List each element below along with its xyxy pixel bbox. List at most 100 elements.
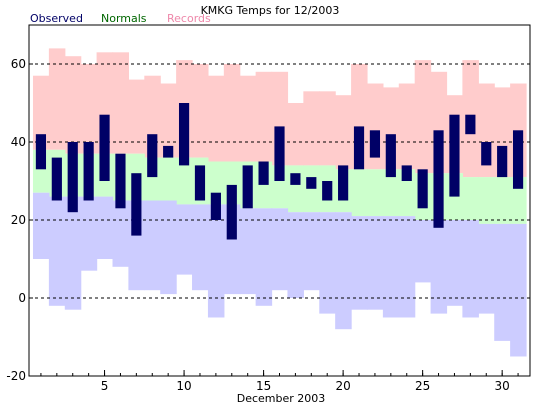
y-tick-label-60: 60 [11, 57, 26, 71]
normal-bar-day-17 [287, 165, 304, 213]
record-high-bar-day-13 [223, 64, 241, 162]
observed-bar-day-27 [449, 114, 460, 197]
record-low-bar-day-21 [351, 216, 368, 310]
observed-bar-day-14 [242, 165, 253, 209]
record-low-bar-day-3 [64, 196, 82, 310]
record-low-bar-day-25 [414, 220, 432, 283]
record-low-bar-day-5 [96, 196, 114, 259]
observed-bar-day-18 [306, 177, 317, 189]
normal-bar-day-23 [382, 169, 400, 217]
record-low-bar-day-9 [160, 200, 177, 295]
observed-bar-day-9 [163, 145, 174, 158]
normal-bar-day-22 [366, 169, 384, 217]
record-low-bar-day-29 [478, 223, 495, 314]
y-tick-label-20: 20 [11, 213, 26, 227]
normal-bar-day-30 [494, 177, 511, 224]
record-high-bar-day-3 [64, 56, 82, 154]
record-low-bar-day-17 [287, 212, 304, 298]
normal-bar-day-28 [462, 177, 479, 220]
observed-bar-day-21 [353, 126, 365, 170]
record-low-bar-day-2 [48, 196, 66, 306]
x-axis: 5 10 15 20 25 30 [40, 370, 519, 393]
observed-bar-day-28 [465, 114, 476, 135]
legend: Observed Normals Records [30, 12, 211, 25]
legend-entry-records: Records [167, 12, 211, 25]
record-high-bar-day-15 [255, 71, 273, 162]
record-low-bar-day-14 [239, 208, 257, 295]
record-low-bar-day-15 [255, 208, 273, 306]
observed-bar-day-8 [147, 134, 158, 178]
observed-bar-day-23 [385, 134, 396, 178]
x-tick-label-20: 20 [335, 379, 350, 393]
observed-bar-day-17 [290, 173, 301, 185]
normal-bar-day-10 [176, 157, 193, 205]
record-high-bar-day-19 [319, 91, 336, 166]
x-axis-title: December 2003 [237, 392, 326, 405]
record-low-bars [32, 192, 527, 357]
observed-bar-day-15 [258, 161, 269, 185]
record-high-bar-day-6 [112, 52, 130, 154]
observed-bar-day-6 [115, 153, 126, 209]
record-high-bar-day-18 [303, 91, 320, 166]
record-high-bar-day-9 [160, 83, 177, 158]
y-tick-label-40: 40 [11, 135, 26, 149]
record-low-bar-day-12 [207, 204, 225, 318]
chart-title: KMKG Temps for 12/2003 [201, 4, 340, 17]
record-high-bar-day-24 [398, 83, 416, 170]
observed-bar-day-4 [83, 142, 94, 201]
observed-bar-day-1 [35, 134, 47, 170]
observed-bar-day-16 [274, 126, 285, 181]
observed-bar-day-29 [481, 142, 492, 166]
legend-entry-observed: Observed [30, 12, 83, 25]
record-low-bar-day-26 [430, 220, 448, 314]
observed-bar-day-10 [178, 103, 190, 166]
record-low-bar-day-1 [32, 192, 50, 259]
record-high-bar-day-20 [335, 95, 352, 170]
normal-bar-day-21 [351, 169, 368, 217]
record-high-bar-day-12 [207, 75, 225, 162]
record-low-bar-day-4 [80, 196, 98, 271]
record-high-bar-day-11 [192, 64, 209, 158]
observed-bar-day-19 [322, 181, 333, 201]
record-high-bar-day-14 [239, 75, 257, 162]
observed-bar-day-12 [210, 192, 221, 220]
y-tick-label--20: -20 [6, 369, 26, 383]
record-high-bar-day-2 [48, 48, 66, 150]
record-low-bar-day-6 [112, 200, 130, 267]
legend-entry-normals: Normals [101, 12, 147, 25]
observed-bar-day-3 [67, 142, 78, 213]
observed-bar-day-7 [131, 173, 142, 236]
observed-bar-day-22 [369, 130, 381, 158]
record-high-bar-day-25 [414, 60, 432, 174]
record-low-bar-day-31 [510, 223, 527, 357]
observed-bar-day-25 [417, 169, 428, 209]
record-low-bar-day-22 [366, 216, 384, 310]
normal-bar-day-29 [478, 177, 495, 224]
record-low-bar-day-30 [494, 223, 511, 341]
x-tick-label-15: 15 [256, 379, 271, 393]
observed-bar-day-31 [512, 130, 524, 189]
record-low-bar-day-8 [144, 200, 161, 291]
record-low-bar-day-20 [335, 212, 352, 330]
record-high-bar-day-4 [80, 64, 98, 154]
observed-bar-day-2 [51, 157, 62, 201]
x-tick-label-25: 25 [415, 379, 430, 393]
normal-bar-day-9 [160, 157, 177, 201]
observed-bar-day-26 [433, 130, 444, 228]
observed-bars [35, 103, 524, 240]
observed-bar-day-30 [497, 145, 508, 178]
x-tick-label-5: 5 [101, 379, 109, 393]
record-low-bar-day-19 [319, 212, 336, 314]
observed-bar-day-13 [226, 184, 237, 240]
record-high-bar-day-7 [128, 79, 145, 154]
observed-bar-day-24 [401, 165, 412, 181]
x-tick-label-10: 10 [176, 379, 191, 393]
record-low-bar-day-16 [271, 208, 289, 291]
record-low-bar-day-10 [176, 204, 193, 275]
observed-bar-day-20 [338, 165, 349, 201]
record-high-bar-day-17 [287, 103, 304, 166]
x-tick-label-30: 30 [495, 379, 510, 393]
record-low-bar-day-24 [398, 216, 416, 318]
record-low-bar-day-23 [382, 216, 400, 318]
